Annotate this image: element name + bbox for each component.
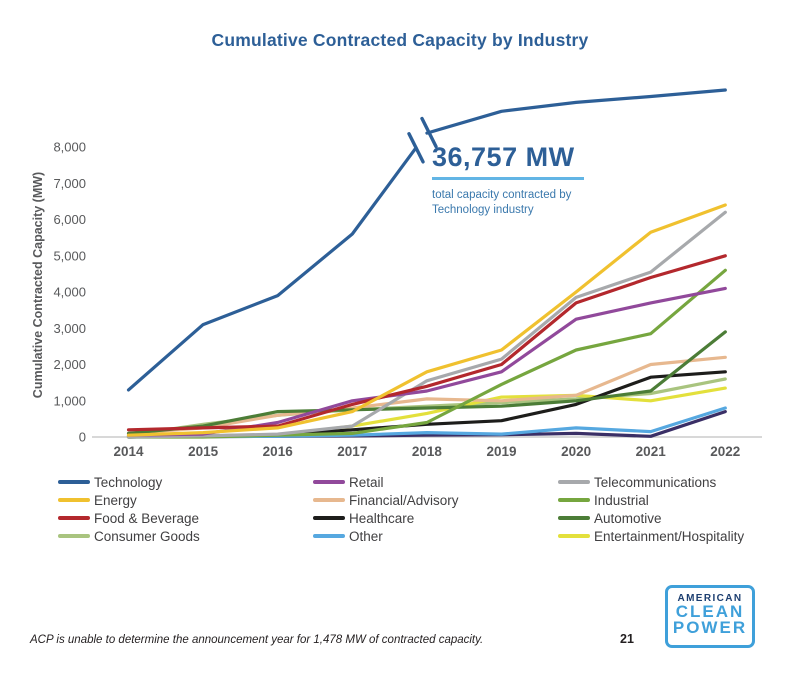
y-tick-label: 5,000 bbox=[53, 248, 86, 263]
y-tick-label: 4,000 bbox=[53, 285, 86, 300]
legend-swatch-financial-advisory bbox=[313, 498, 345, 502]
axis-break-tick bbox=[420, 116, 438, 149]
legend-item: Energy bbox=[58, 491, 200, 509]
page-number: 21 bbox=[620, 632, 634, 646]
legend-label: Technology bbox=[94, 474, 163, 490]
series-line-energy bbox=[126, 203, 727, 437]
series-line-financial-advisory bbox=[126, 355, 727, 435]
legend-item: Other bbox=[313, 527, 459, 545]
legend-item: Industrial bbox=[558, 491, 744, 509]
legend-item: Consumer Goods bbox=[58, 527, 200, 545]
legend-swatch-consumer-goods bbox=[58, 534, 90, 538]
logo-line1: AMERICAN bbox=[677, 593, 743, 604]
callout: 36,757 MW total capacity contracted by T… bbox=[432, 142, 584, 218]
legend-item: Retail bbox=[313, 473, 459, 491]
series-line-technology-above-break bbox=[425, 88, 727, 135]
legend: Technology Energy Food & Beverage Consumer … bbox=[0, 473, 800, 549]
series-line-automotive bbox=[126, 330, 727, 435]
line-chart: 0 1,000 2,000 3,000 4,000 5,000 6,000 7,000 8,00… bbox=[31, 88, 762, 459]
callout-value: 36,757 MW bbox=[432, 142, 575, 172]
legend-swatch-healthcare bbox=[313, 516, 345, 520]
x-tick-label: 2017 bbox=[337, 444, 367, 459]
legend-label: Healthcare bbox=[349, 510, 415, 526]
logo-line3: POWER bbox=[672, 617, 748, 637]
legend-label: Telecommunications bbox=[594, 474, 717, 490]
legend-column: Telecommunications Industrial Automotive En… bbox=[558, 473, 744, 545]
x-tick-label: 2022 bbox=[710, 444, 740, 459]
y-tick-label: 8,000 bbox=[53, 140, 86, 155]
series-line-telecommunications bbox=[126, 210, 727, 439]
x-tick-label: 2014 bbox=[113, 444, 144, 459]
legend-item: Entertainment/Hospitality bbox=[558, 527, 744, 545]
legend-label: Retail bbox=[349, 474, 384, 490]
legend-swatch-entertainment-hospitality bbox=[558, 534, 590, 538]
y-tick-label: 0 bbox=[79, 430, 86, 445]
logo-line2: CLEAN bbox=[675, 602, 745, 621]
x-tick-label: 2015 bbox=[188, 444, 219, 459]
y-tick-label: 2,000 bbox=[53, 357, 86, 372]
legend-swatch-automotive bbox=[558, 516, 590, 520]
footnote: ACP is unable to determine the announcem… bbox=[30, 634, 484, 646]
legend-label: Other bbox=[349, 528, 383, 544]
chart-title: Cumulative Contracted Capacity by Indust… bbox=[211, 30, 589, 50]
x-tick-label: 2020 bbox=[561, 444, 591, 459]
legend-item: Automotive bbox=[558, 509, 744, 527]
legend-label: Automotive bbox=[594, 510, 662, 526]
legend-label: Entertainment/Hospitality bbox=[594, 528, 745, 544]
y-tick-label: 1,000 bbox=[53, 393, 86, 408]
y-axis-title: Cumulative Contracted Capacity (MW) bbox=[31, 172, 45, 398]
legend-item: Food & Beverage bbox=[58, 509, 200, 527]
x-tick-label: 2016 bbox=[263, 444, 294, 459]
legend-swatch-retail bbox=[313, 480, 345, 484]
axis-break-tick bbox=[407, 132, 425, 164]
legend-item: Technology bbox=[58, 473, 200, 491]
legend-label: Financial/Advisory bbox=[349, 492, 459, 508]
legend-label: Industrial bbox=[594, 492, 649, 508]
legend-item: Telecommunications bbox=[558, 473, 744, 491]
legend-swatch-food-beverage bbox=[58, 516, 90, 520]
acp-logo: AMERICAN CLEAN POWER bbox=[665, 585, 755, 648]
legend-column: Technology Energy Food & Beverage Consumer … bbox=[58, 473, 200, 545]
x-tick-label: 2018 bbox=[412, 444, 443, 459]
legend-swatch-telecommunications bbox=[558, 480, 590, 484]
legend-swatch-energy bbox=[58, 498, 90, 502]
callout-underline bbox=[432, 177, 584, 180]
legend-column: Retail Financial/Advisory Healthcare Other bbox=[313, 473, 459, 545]
x-tick-label: 2021 bbox=[636, 444, 667, 459]
callout-caption-line2: Technology industry bbox=[432, 204, 534, 216]
legend-label: Energy bbox=[94, 492, 137, 508]
legend-swatch-other bbox=[313, 534, 345, 538]
callout-caption-line1: total capacity contracted by bbox=[432, 189, 572, 201]
series-line-technology-below-break bbox=[126, 146, 418, 392]
series-line-food-beverage bbox=[126, 254, 727, 432]
legend-label: Consumer Goods bbox=[94, 528, 200, 544]
legend-label: Food & Beverage bbox=[94, 510, 200, 526]
x-tick-label: 2019 bbox=[486, 444, 516, 459]
y-tick-label: 6,000 bbox=[53, 212, 86, 227]
callout-caption: total capacity contracted by Technology … bbox=[432, 188, 584, 218]
y-tick-label: 3,000 bbox=[53, 321, 86, 336]
legend-swatch-industrial bbox=[558, 498, 590, 502]
legend-item: Financial/Advisory bbox=[313, 491, 459, 509]
legend-item: Healthcare bbox=[313, 509, 459, 527]
y-tick-label: 7,000 bbox=[53, 176, 86, 191]
legend-swatch-technology bbox=[58, 480, 90, 484]
